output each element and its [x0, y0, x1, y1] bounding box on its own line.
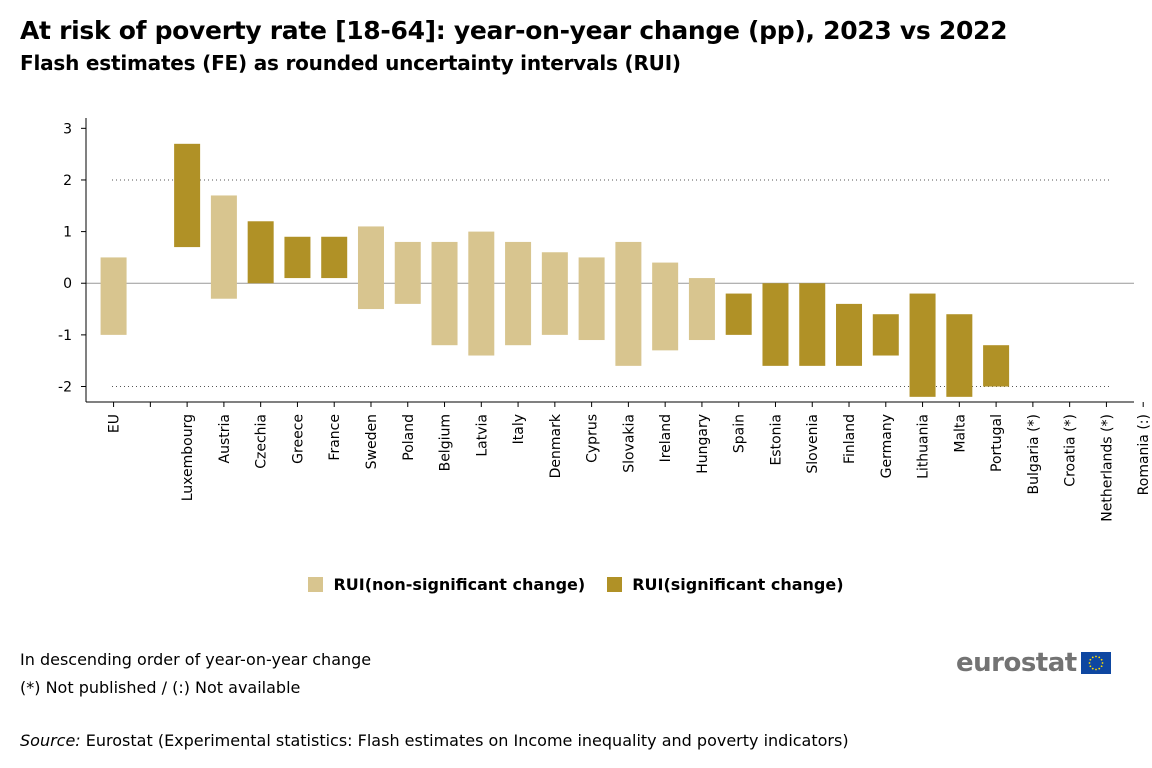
range-bar[interactable]	[541, 252, 568, 335]
x-tick-label: Netherlands (*)	[1099, 414, 1115, 522]
range-bar[interactable]	[836, 303, 863, 366]
x-tick-label: Denmark	[548, 413, 564, 478]
x-tick-label: Luxembourg	[180, 414, 196, 501]
range-bar[interactable]	[100, 257, 127, 335]
range-bar[interactable]	[394, 241, 421, 304]
range-bar[interactable]	[357, 226, 384, 310]
chart-title: At risk of poverty rate [18-64]: year-on…	[20, 16, 1008, 45]
source-label: Source:	[20, 731, 81, 750]
x-tick-label: Croatia (*)	[1063, 414, 1079, 487]
flag-star	[1094, 668, 1097, 671]
range-bar[interactable]	[688, 278, 715, 341]
range-bar[interactable]	[505, 241, 532, 346]
range-bar[interactable]	[247, 221, 274, 284]
range-bar[interactable]	[946, 314, 973, 397]
flag-star	[1101, 662, 1104, 664]
legend-swatch-significant	[607, 577, 623, 592]
chart-subtitle: Flash estimates (FE) as rounded uncertai…	[20, 51, 681, 75]
axis-layer: 3 2 1 0 -1 -2 EU Luxembourg Austria Czechia Greece…	[58, 118, 1152, 522]
eu-flag-icon	[1080, 652, 1111, 674]
x-tick-label: Czechia	[254, 414, 270, 469]
flag-star	[1100, 665, 1103, 668]
y-tick-label: 2	[63, 173, 72, 189]
x-tick-label: Italy	[511, 414, 527, 444]
range-bar[interactable]	[909, 293, 936, 397]
range-bar[interactable]	[210, 195, 237, 299]
x-tick-label: Lithuania	[916, 414, 932, 479]
range-bar[interactable]	[321, 236, 348, 279]
x-tick-label: Slovenia	[805, 414, 821, 474]
y-tick-label: 3	[63, 121, 72, 137]
note-order: In descending order of year-on-year chan…	[20, 650, 372, 669]
eurostat-logo[interactable]: eurostat	[956, 648, 1111, 678]
x-tick-label: Belgium	[438, 414, 454, 471]
range-bar[interactable]	[615, 241, 642, 366]
x-tick-label: Hungary	[695, 414, 711, 474]
logo-text: eurostat	[956, 648, 1077, 678]
range-bar[interactable]	[725, 293, 752, 335]
x-tick-label: Estonia	[768, 414, 784, 466]
x-tick-label: Ireland	[658, 414, 674, 462]
x-tick-label: Germany	[879, 414, 895, 478]
flag-star	[1089, 665, 1091, 668]
y-tick-label: 0	[63, 276, 72, 292]
note-legend-symbols: (*) Not published / (:) Not available	[20, 678, 301, 697]
legend-item-significant[interactable]: RUI(significant change)	[607, 575, 844, 594]
range-bar[interactable]	[578, 257, 605, 341]
x-tick-label: Austria	[217, 414, 233, 463]
range-bar[interactable]	[431, 241, 458, 346]
x-tick-label: EU	[107, 414, 123, 433]
bar-layer	[100, 143, 1010, 397]
flag-star	[1098, 656, 1100, 659]
x-tick-label: Poland	[401, 414, 417, 461]
range-bar[interactable]	[872, 314, 899, 356]
legend-label-non-significant: RUI(non-significant change)	[333, 575, 586, 594]
x-tick-label: Slovakia	[621, 414, 637, 473]
x-tick-label: Spain	[732, 414, 748, 453]
x-tick-label: Romania (:)	[1136, 414, 1152, 495]
legend-item-non-significant[interactable]: RUI(non-significant change)	[308, 575, 585, 594]
flag-star	[1100, 658, 1103, 661]
source-text: Eurostat (Experimental statistics: Flash…	[80, 731, 849, 750]
source-note: Source: Eurostat (Experimental statistic…	[20, 731, 849, 750]
range-bar[interactable]	[284, 236, 311, 279]
flag-star	[1091, 667, 1094, 670]
flag-star	[1091, 656, 1094, 659]
y-tick-label: 1	[63, 225, 72, 241]
x-tick-label: Malta	[952, 414, 968, 453]
range-bar[interactable]	[983, 345, 1010, 387]
flag-star	[1089, 658, 1091, 661]
range-bar[interactable]	[652, 262, 679, 351]
x-tick-label: France	[327, 414, 343, 461]
range-bar[interactable]	[468, 231, 495, 356]
flag-star	[1094, 655, 1097, 658]
y-tick-label: -1	[58, 328, 72, 344]
x-tick-label: Finland	[842, 414, 858, 464]
x-tick-label: Sweden	[364, 414, 380, 469]
range-bar[interactable]	[174, 143, 201, 248]
flag-star	[1098, 667, 1100, 670]
x-tick-label: Greece	[290, 414, 306, 464]
grid-layer	[86, 179, 1134, 388]
flag-star	[1088, 662, 1091, 664]
legend-label-significant: RUI(significant change)	[632, 575, 844, 594]
range-bar[interactable]	[799, 283, 826, 366]
x-tick-label: Latvia	[474, 414, 490, 457]
x-tick-label: Bulgaria (*)	[1026, 414, 1042, 494]
chart-plot: 3 2 1 0 -1 -2 EU Luxembourg Austria Czechia Greece…	[58, 118, 1152, 522]
legend-swatch-non-significant	[308, 577, 324, 592]
x-tick-label: Cyprus	[585, 414, 601, 463]
x-tick-label: Portugal	[989, 414, 1005, 472]
legend: RUI(non-significant change) RUI(signific…	[0, 575, 1152, 594]
range-bar[interactable]	[762, 283, 789, 366]
y-tick-label: -2	[58, 380, 72, 396]
